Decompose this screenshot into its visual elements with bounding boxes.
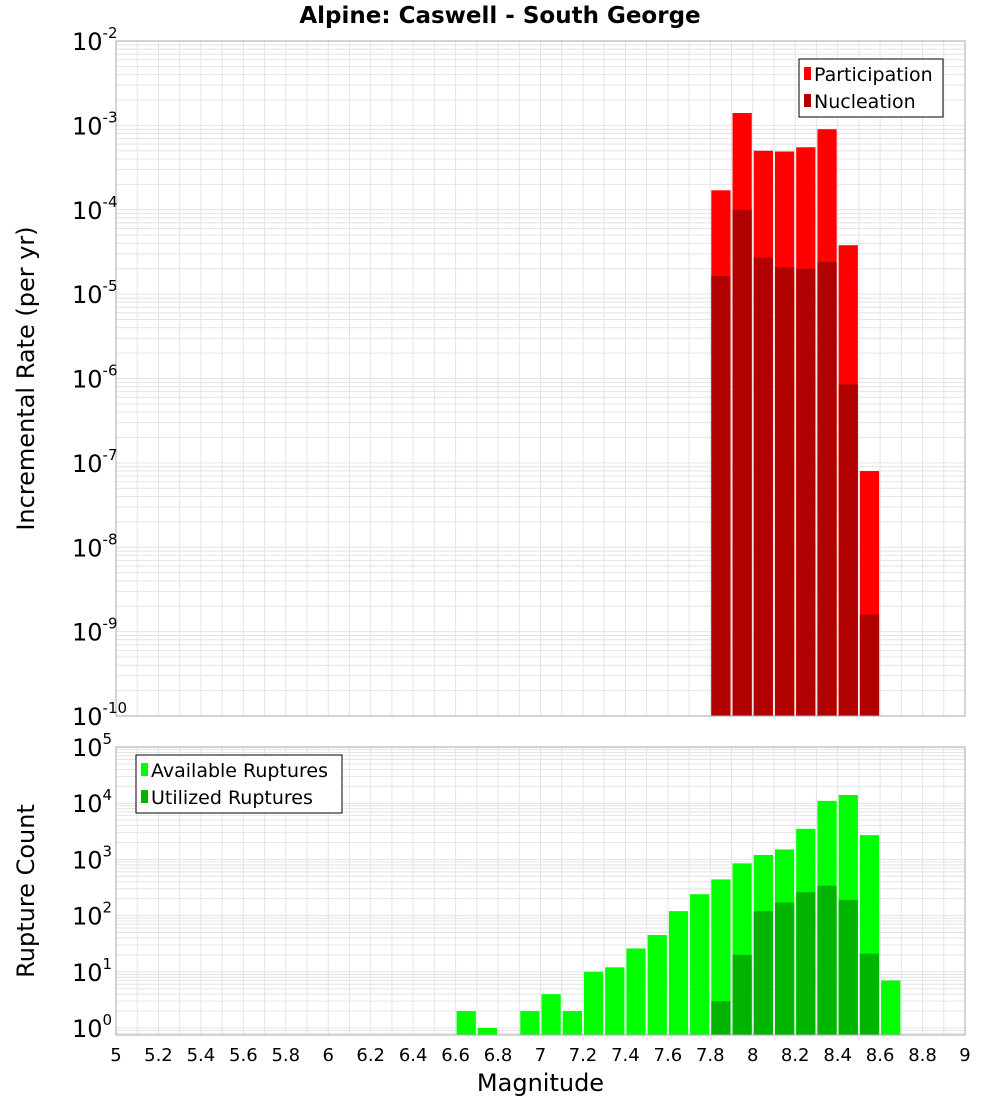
x-tick-label: 8.2: [781, 1045, 810, 1066]
bar-nucleation: [796, 268, 816, 716]
bar-available-ruptures: [605, 967, 625, 1035]
bar-nucleation: [774, 266, 795, 716]
x-tick-label: 9: [959, 1045, 970, 1066]
rate-legend: Participation Nucleation: [798, 58, 944, 118]
x-tick-label: 5.8: [271, 1045, 300, 1066]
y-tick-label: 10-5: [72, 277, 118, 309]
x-tick-label: 8.4: [823, 1045, 852, 1066]
legend-box: [135, 754, 343, 814]
bar-available-ruptures: [690, 894, 710, 1035]
y-tick-label: 10-6: [72, 362, 118, 394]
bar-available-ruptures: [583, 971, 604, 1035]
chart-title: Alpine: Caswell - South George: [299, 3, 700, 29]
bar-available-ruptures: [626, 948, 646, 1035]
magnitude-x-axis-label: Magnitude: [477, 1069, 604, 1097]
x-tick-label: 6: [323, 1045, 334, 1066]
rupture-plot-frame: [115, 746, 966, 1036]
y-tick-label: 10-9: [72, 615, 118, 647]
legend-entry-label: Nucleation: [814, 91, 916, 113]
rate-y-tick-labels: 10-10 10-9 10-8 10-7 10-6 10-5 10-4 10-3 10-2: [72, 24, 127, 731]
y-tick-label: 10-2: [72, 24, 118, 56]
x-tick-label: 8: [747, 1045, 758, 1066]
y-tick-label: 105: [72, 730, 112, 762]
rupture-bars: [456, 794, 901, 1035]
y-tick-label: 10-7: [72, 446, 118, 478]
bar-utilized-ruptures: [753, 911, 773, 1035]
y-tick-label: 10-10: [72, 699, 127, 731]
bar-utilized-ruptures: [711, 1001, 731, 1035]
bar-available-ruptures: [520, 1011, 540, 1035]
legend-box: [798, 58, 944, 118]
bar-utilized-ruptures: [859, 953, 880, 1035]
x-tick-label: 7: [535, 1045, 546, 1066]
y-tick-label: 102: [72, 899, 112, 931]
bar-utilized-ruptures: [774, 902, 795, 1035]
bar-nucleation: [753, 257, 773, 716]
bar-available-ruptures: [477, 1027, 498, 1035]
y-tick-label: 103: [72, 842, 112, 874]
x-tick-label: 5.6: [229, 1045, 258, 1066]
legend-swatch: [141, 790, 148, 803]
y-tick-label: 10-4: [72, 193, 118, 225]
y-tick-label: 10-8: [72, 530, 118, 562]
bar-utilized-ruptures: [838, 899, 858, 1035]
bar-available-ruptures: [562, 1011, 582, 1035]
legend-swatch: [141, 763, 148, 776]
legend-swatch: [804, 94, 811, 107]
y-tick-label: 101: [72, 955, 112, 987]
bar-available-ruptures: [541, 994, 561, 1035]
y-tick-label: 100: [72, 1011, 112, 1043]
bar-nucleation: [711, 275, 731, 716]
rupture-y-axis-label: Rupture Count: [12, 804, 40, 978]
bar-utilized-ruptures: [732, 954, 752, 1035]
bar-nucleation: [732, 209, 752, 716]
x-tick-label: 5: [110, 1045, 121, 1066]
y-tick-label: 104: [72, 786, 112, 818]
bar-available-ruptures: [456, 1011, 476, 1035]
x-tick-label: 5.2: [144, 1045, 173, 1066]
x-tick-label: 6.4: [399, 1045, 428, 1066]
legend-entry-label: Available Ruptures: [151, 760, 328, 782]
x-tick-label: 6.6: [441, 1045, 470, 1066]
rupture-y-tick-labels: 100 101 102 103 104 105: [72, 730, 112, 1043]
bar-available-ruptures: [711, 879, 731, 1035]
y-tick-label: 10-3: [72, 108, 118, 140]
legend-entry-label: Participation: [814, 64, 933, 86]
x-tick-label: 6.8: [484, 1045, 513, 1066]
rate-panel: 10-10 10-9 10-8 10-7 10-6 10-5 10-4 10-3 10-2 In…: [12, 24, 966, 731]
bar-nucleation: [817, 262, 837, 716]
x-tick-label: 7.8: [696, 1045, 725, 1066]
bar-available-ruptures: [881, 980, 901, 1035]
rate-gridlines: [115, 40, 966, 717]
x-tick-label: 7.4: [611, 1045, 640, 1066]
legend-entry-label: Utilized Ruptures: [151, 787, 313, 809]
x-tick-label: 5.4: [187, 1045, 216, 1066]
x-tick-label: 7.2: [569, 1045, 598, 1066]
x-tick-label: 8.6: [866, 1045, 895, 1066]
legend-swatch: [804, 67, 811, 80]
bar-nucleation: [838, 384, 858, 716]
rate-plot-frame: [115, 40, 966, 717]
bar-available-ruptures: [668, 911, 689, 1035]
bar-nucleation: [859, 614, 880, 716]
bar-utilized-ruptures: [817, 885, 837, 1035]
rate-bars: [711, 113, 880, 717]
x-tick-label: 8.8: [908, 1045, 937, 1066]
bar-available-ruptures: [647, 935, 667, 1035]
x-tick-label: 7.6: [654, 1045, 683, 1066]
rupture-count-panel: 100 101 102 103 104 105 5 5.2 5.4 5.6 5.8 6 6.2 6.4 6…: [12, 730, 971, 1097]
bar-utilized-ruptures: [796, 892, 816, 1035]
magnitude-x-tick-labels: 5 5.2 5.4 5.6 5.8 6 6.2 6.4 6.6 6.8 7 7.2 7.4 7.6 7.8 8…: [110, 1045, 970, 1066]
rate-y-axis-label: Incremental Rate (per yr): [12, 226, 40, 530]
rupture-legend: Available Ruptures Utilized Ruptures: [135, 754, 343, 814]
x-tick-label: 6.2: [356, 1045, 385, 1066]
